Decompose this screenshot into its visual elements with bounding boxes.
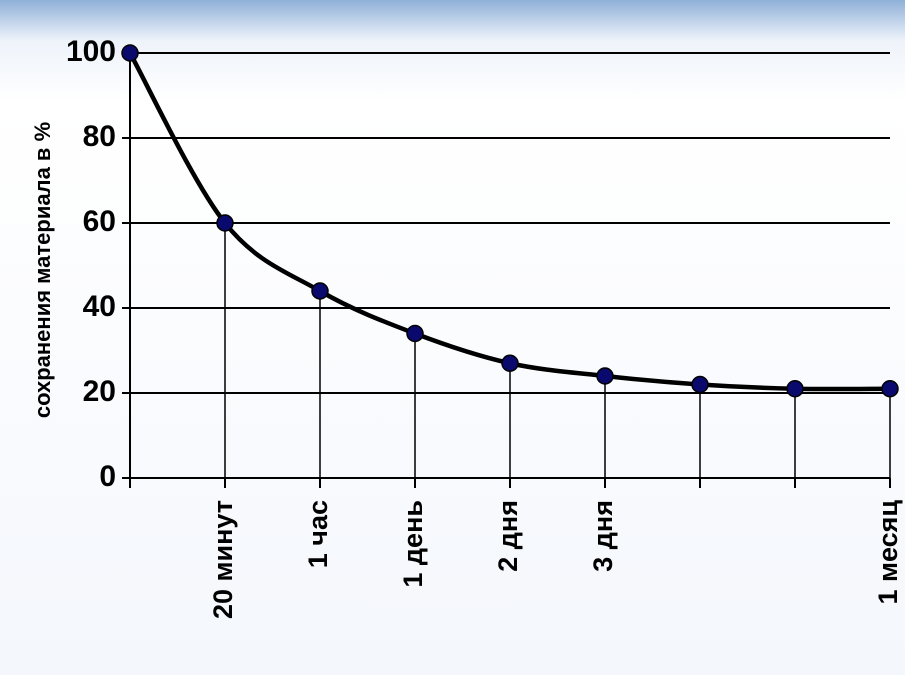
data-point bbox=[406, 324, 424, 343]
y-tick-label: 0 bbox=[99, 460, 116, 493]
x-tick-label: 1 месяц bbox=[873, 500, 903, 605]
y-tick-label: 100 bbox=[66, 35, 116, 68]
data-point bbox=[596, 367, 614, 385]
x-tick-label: 1 день bbox=[398, 500, 428, 588]
x-tick-label: 3 дня bbox=[588, 500, 618, 572]
y-tick-label: 40 bbox=[83, 290, 116, 323]
x-tick-label: 1 час bbox=[303, 500, 333, 568]
data-point bbox=[786, 380, 804, 398]
y-tick-label: 80 bbox=[83, 120, 116, 153]
x-tick-label: 2 дня bbox=[493, 500, 523, 572]
data-point bbox=[501, 354, 519, 372]
data-point bbox=[691, 375, 709, 394]
y-tick-label: 20 bbox=[83, 375, 116, 408]
y-tick-label: 60 bbox=[83, 205, 116, 238]
x-tick-label: 20 минут bbox=[208, 500, 238, 619]
y-axis-label: сохранения материала в % bbox=[30, 122, 55, 418]
data-point bbox=[311, 282, 329, 300]
data-point bbox=[881, 380, 899, 398]
data-point bbox=[216, 214, 234, 232]
data-point bbox=[121, 44, 139, 62]
